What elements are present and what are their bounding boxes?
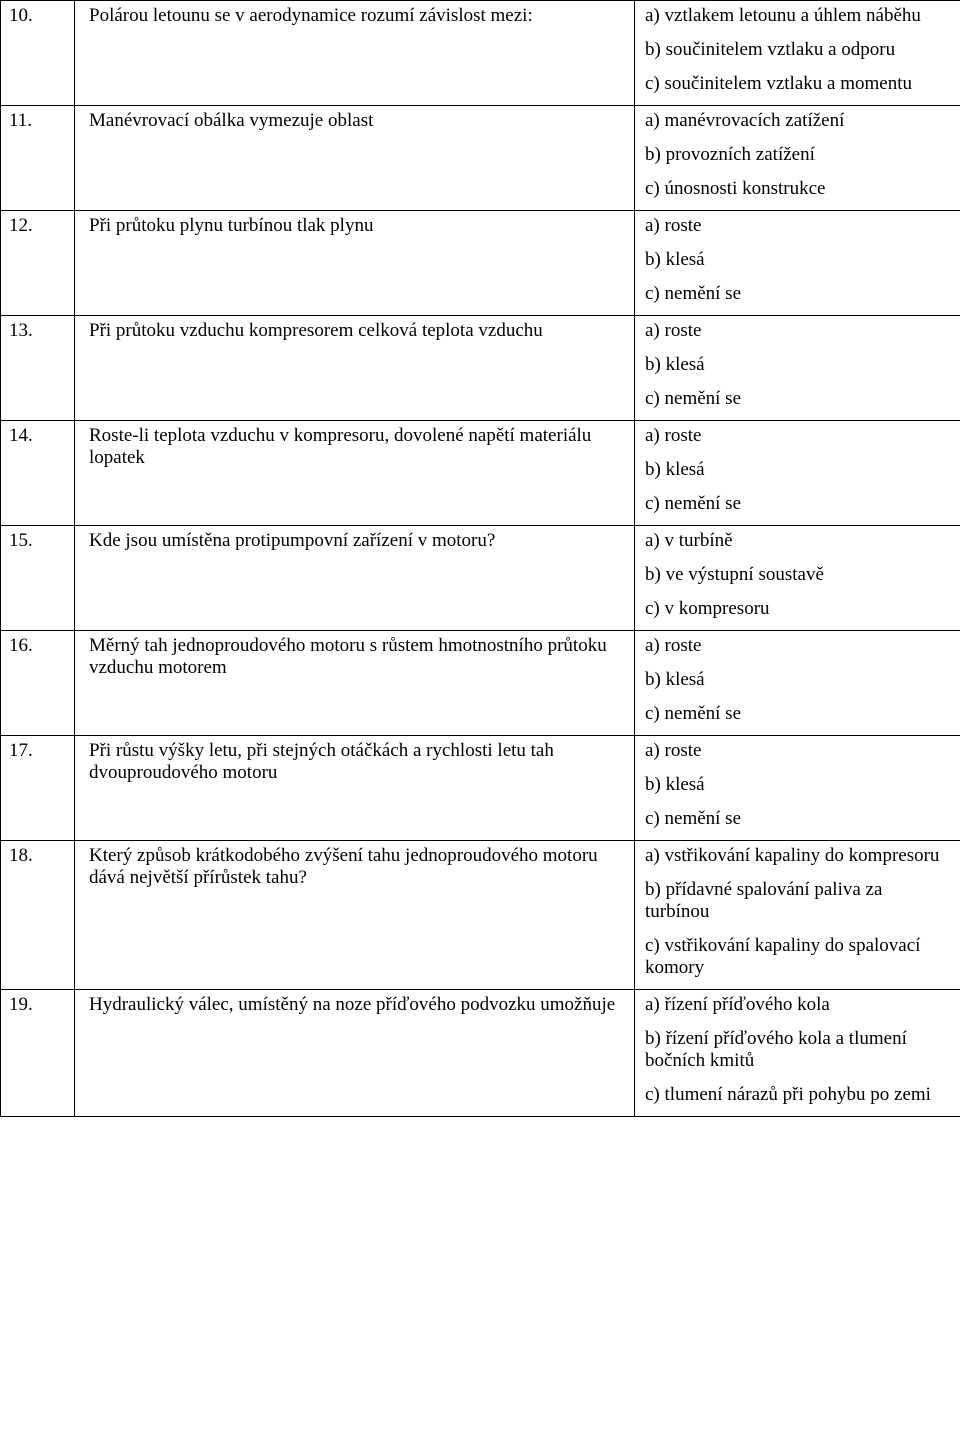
answer-cell: a) roste b) klesá c) nemění se (635, 631, 960, 736)
answer-cell: a) roste b) klesá c) nemění se (635, 736, 960, 841)
answer-cell: a) v turbíně b) ve výstupní soustavě c) v … (635, 526, 960, 631)
question-text: Měrný tah jednoproudového motoru s růste… (75, 631, 635, 736)
answer-cell: a) vztlakem letounu a úhlem náběhu b) sou… (635, 1, 960, 106)
answer-option: a) roste (645, 635, 950, 657)
answer-option: c) tlumení nárazů při pohybu po zemi (645, 1084, 950, 1106)
answer-option: c) nemění se (645, 388, 950, 410)
question-number: 12. (1, 211, 75, 316)
question-text: Při průtoku plynu turbínou tlak plynu (75, 211, 635, 316)
question-text: Při průtoku vzduchu kompresorem celková … (75, 316, 635, 421)
answer-option: b) klesá (645, 774, 950, 796)
question-text: Kde jsou umístěna protipumpovní zařízení… (75, 526, 635, 631)
answer-option: a) roste (645, 740, 950, 762)
answer-cell: a) roste b) klesá c) nemění se (635, 211, 960, 316)
answer-option: a) vstřikování kapaliny do kompresoru (645, 845, 950, 867)
answer-cell: a) roste b) klesá c) nemění se (635, 421, 960, 526)
answer-option: b) klesá (645, 354, 950, 376)
table-row: 12.Při průtoku plynu turbínou tlak plynu… (1, 211, 960, 316)
question-number: 10. (1, 1, 75, 106)
answer-option: b) klesá (645, 249, 950, 271)
answer-cell: a) vstřikování kapaliny do kompresoru b) … (635, 841, 960, 990)
table-row: 15.Kde jsou umístěna protipumpovní zaříz… (1, 526, 960, 631)
answer-option: a) vztlakem letounu a úhlem náběhu (645, 5, 950, 27)
answer-option: a) manévrovacích zatížení (645, 110, 950, 132)
question-text: Který způsob krátkodobého zvýšení tahu j… (75, 841, 635, 990)
table-row: 14.Roste-li teplota vzduchu v kompresoru… (1, 421, 960, 526)
question-text: Při růstu výšky letu, při stejných otáčk… (75, 736, 635, 841)
answer-option: b) řízení příďového kola a tlumení boční… (645, 1028, 950, 1072)
answer-option: a) v turbíně (645, 530, 950, 552)
answer-option: c) vstřikování kapaliny do spalovací kom… (645, 935, 950, 979)
answer-option: a) roste (645, 215, 950, 237)
answer-cell: a) manévrovacích zatížení b) provozních z… (635, 106, 960, 211)
table-row: 11.Manévrovací obálka vymezuje oblasta) … (1, 106, 960, 211)
question-number: 19. (1, 990, 75, 1117)
question-number: 17. (1, 736, 75, 841)
question-number: 16. (1, 631, 75, 736)
answer-option: b) klesá (645, 669, 950, 691)
answer-option: c) nemění se (645, 808, 950, 830)
answer-option: a) řízení příďového kola (645, 994, 950, 1016)
answer-option: c) nemění se (645, 283, 950, 305)
question-number: 14. (1, 421, 75, 526)
question-text: Roste-li teplota vzduchu v kompresoru, d… (75, 421, 635, 526)
answer-option: c) únosnosti konstrukce (645, 178, 950, 200)
answer-option: a) roste (645, 425, 950, 447)
answer-option: c) nemění se (645, 703, 950, 725)
answer-option: a) roste (645, 320, 950, 342)
table-row: 10.Polárou letounu se v aerodynamice roz… (1, 1, 960, 106)
answer-option: b) klesá (645, 459, 950, 481)
table-row: 19.Hydraulický válec, umístěný na noze p… (1, 990, 960, 1117)
question-table: 10.Polárou letounu se v aerodynamice roz… (0, 0, 960, 1117)
answer-option: b) přídavné spalování paliva za turbínou (645, 879, 950, 923)
answer-option: c) součinitelem vztlaku a momentu (645, 73, 950, 95)
answer-option: b) provozních zatížení (645, 144, 950, 166)
table-row: 16.Měrný tah jednoproudového motoru s rů… (1, 631, 960, 736)
question-number: 18. (1, 841, 75, 990)
answer-option: b) ve výstupní soustavě (645, 564, 950, 586)
answer-option: b) součinitelem vztlaku a odporu (645, 39, 950, 61)
question-text: Polárou letounu se v aerodynamice rozumí… (75, 1, 635, 106)
table-row: 13.Při průtoku vzduchu kompresorem celko… (1, 316, 960, 421)
question-number: 11. (1, 106, 75, 211)
question-text: Hydraulický válec, umístěný na noze příď… (75, 990, 635, 1117)
question-number: 13. (1, 316, 75, 421)
table-row: 18.Který způsob krátkodobého zvýšení tah… (1, 841, 960, 990)
question-number: 15. (1, 526, 75, 631)
answer-option: c) v kompresoru (645, 598, 950, 620)
answer-cell: a) řízení příďového kola b) řízení příďov… (635, 990, 960, 1117)
question-text: Manévrovací obálka vymezuje oblast (75, 106, 635, 211)
answer-option: c) nemění se (645, 493, 950, 515)
table-row: 17.Při růstu výšky letu, při stejných ot… (1, 736, 960, 841)
answer-cell: a) roste b) klesá c) nemění se (635, 316, 960, 421)
